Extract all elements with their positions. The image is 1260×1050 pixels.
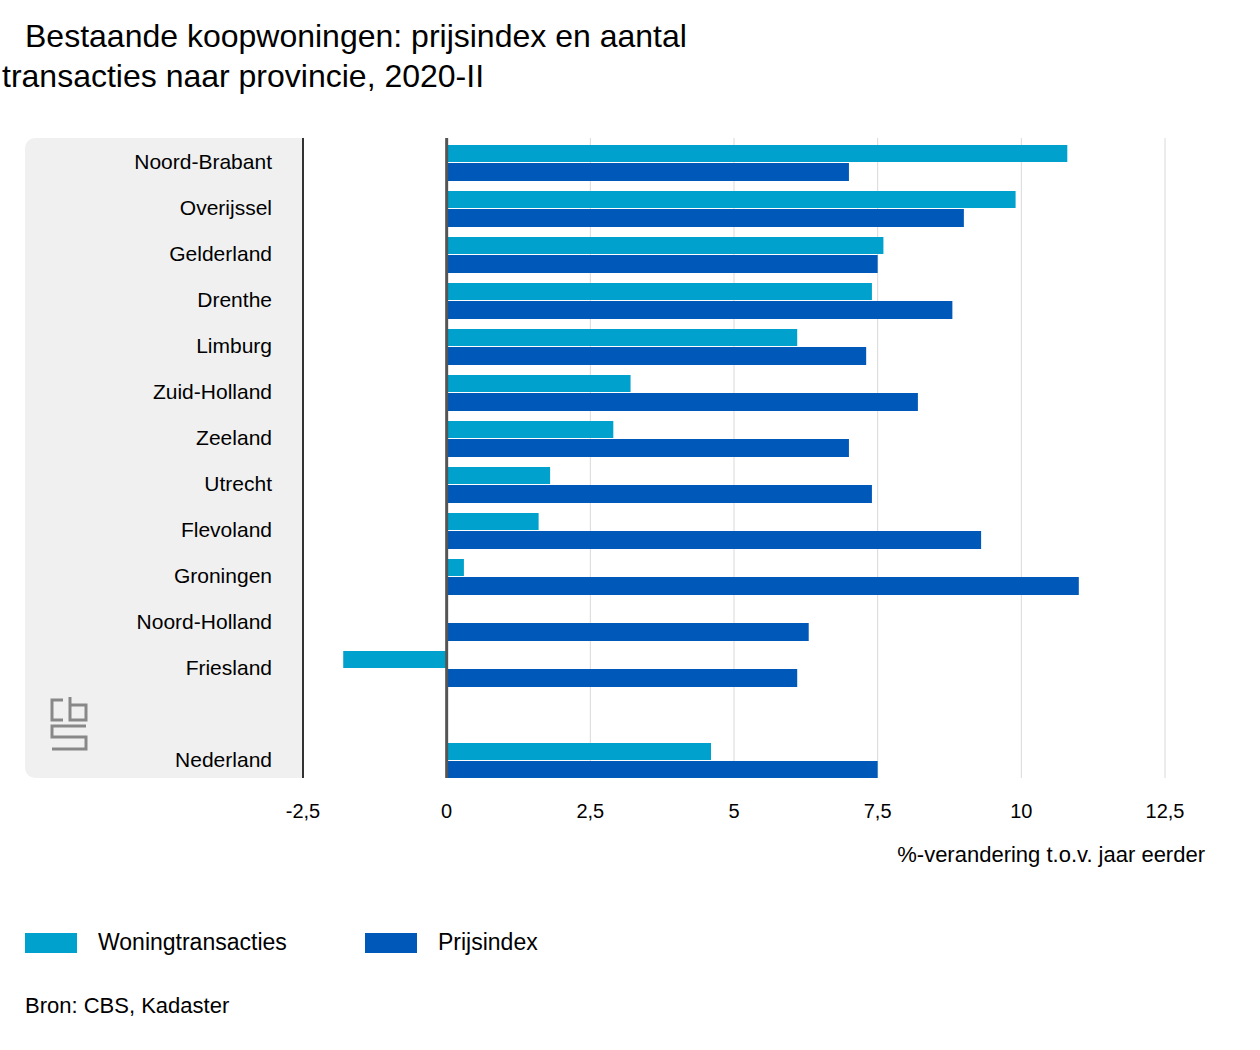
tick-label: -2,5 bbox=[286, 800, 320, 822]
legend-swatch bbox=[365, 933, 417, 953]
category-label: Noord-Holland bbox=[137, 610, 272, 633]
bar bbox=[447, 301, 953, 319]
logo-part bbox=[52, 697, 86, 720]
bar bbox=[447, 145, 1068, 162]
tick-label: 0 bbox=[441, 800, 452, 822]
category-label: Gelderland bbox=[169, 242, 272, 265]
category-label: Nederland bbox=[175, 748, 272, 771]
bars bbox=[343, 145, 1079, 778]
bar bbox=[447, 347, 867, 365]
bar bbox=[447, 623, 809, 641]
bar bbox=[447, 255, 878, 273]
title: Bestaande koopwoningen: prijsindex en aa… bbox=[2, 18, 687, 94]
grid-line bbox=[1021, 138, 1022, 778]
category-label: Utrecht bbox=[204, 472, 272, 495]
bar bbox=[343, 651, 446, 668]
tick-label: 5 bbox=[728, 800, 739, 822]
label-panel-mask bbox=[303, 138, 323, 778]
bar bbox=[447, 669, 798, 687]
bar bbox=[447, 191, 1016, 208]
grid-line bbox=[302, 138, 304, 778]
legend-label: Woningtransacties bbox=[98, 929, 287, 955]
source: Bron: CBS, Kadaster bbox=[25, 993, 229, 1018]
category-label: Zeeland bbox=[196, 426, 272, 449]
bar bbox=[447, 513, 539, 530]
bar bbox=[447, 559, 464, 576]
bar bbox=[447, 743, 711, 760]
bar bbox=[447, 209, 964, 227]
bar bbox=[447, 467, 550, 484]
bar bbox=[447, 485, 872, 503]
tick-label: 10 bbox=[1010, 800, 1032, 822]
bar bbox=[447, 283, 872, 300]
logo-part bbox=[52, 726, 86, 749]
legend-swatch bbox=[25, 933, 77, 953]
tick-label: 2,5 bbox=[576, 800, 604, 822]
title-line: transacties naar provincie, 2020-II bbox=[2, 58, 484, 94]
category-label: Zuid-Holland bbox=[153, 380, 272, 403]
bar bbox=[447, 577, 1079, 595]
category-label: Flevoland bbox=[181, 518, 272, 541]
bar bbox=[447, 237, 884, 254]
bar bbox=[447, 439, 849, 457]
axis-label: %-verandering t.o.v. jaar eerder bbox=[897, 842, 1205, 867]
label-panel bbox=[25, 138, 315, 778]
category-label: Groningen bbox=[174, 564, 272, 587]
logo bbox=[52, 697, 86, 749]
tick-label: 7,5 bbox=[864, 800, 892, 822]
tick-label: 12,5 bbox=[1146, 800, 1185, 822]
category-label: Drenthe bbox=[197, 288, 272, 311]
category-label: Noord-Brabant bbox=[134, 150, 272, 173]
bar bbox=[447, 329, 798, 346]
legend-label: Prijsindex bbox=[438, 929, 538, 955]
grid-line bbox=[1165, 138, 1166, 778]
chart: Bestaande koopwoningen: prijsindex en aa… bbox=[0, 0, 1260, 1050]
category-label: Limburg bbox=[196, 334, 272, 357]
bar bbox=[447, 761, 878, 778]
bar bbox=[447, 421, 614, 438]
category-label: Overijssel bbox=[180, 196, 272, 219]
bar bbox=[447, 375, 631, 392]
zero-line bbox=[445, 138, 448, 778]
bar bbox=[447, 393, 918, 411]
title-line: Bestaande koopwoningen: prijsindex en aa… bbox=[25, 18, 687, 54]
bar bbox=[447, 531, 981, 549]
category-label: Friesland bbox=[186, 656, 272, 679]
bar bbox=[447, 163, 849, 181]
grid-line bbox=[877, 138, 878, 778]
